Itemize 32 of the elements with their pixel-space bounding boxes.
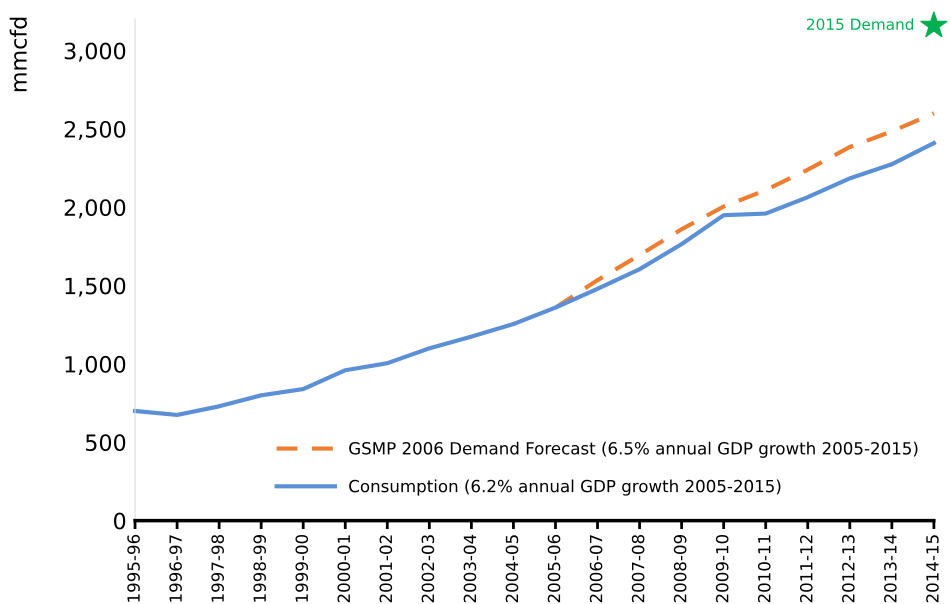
y-tick-label: 2,000 <box>64 199 126 218</box>
y-tick-label: 3,000 <box>64 42 126 62</box>
y-tick-label: 0 <box>114 512 126 530</box>
series-label: 2015 Demand <box>807 18 914 30</box>
legend-label: GSMP 2006 Demand Forecast (6.5% annual GDP growth 2005-2015) <box>349 442 918 458</box>
x-tick-label: 1998-99 <box>253 535 266 602</box>
x-tick-label: 1996-97 <box>169 535 182 602</box>
x-tick-label: 2000-01 <box>337 535 350 602</box>
x-tick-label: 2008-09 <box>674 535 686 602</box>
y-axis-title: mmcfd <box>10 18 27 92</box>
y-tick-label: 500 <box>86 434 126 452</box>
line-series <box>132 141 936 417</box>
x-tick-label: 2004-05 <box>506 535 518 602</box>
legend-label: Consumption (6.2% annual GDP growth 2005-2015) <box>349 479 780 496</box>
y-tick-label: 1,000 <box>66 356 126 376</box>
x-tick-label: 2006-07 <box>590 535 602 602</box>
y-tick-label: 1,500 <box>66 278 126 297</box>
x-tick-label: 2003-04 <box>464 534 476 602</box>
x-tick-label: 1999-00 <box>295 534 308 602</box>
x-tick-label: 2013-14 <box>884 534 897 602</box>
x-tick-label: 2002-03 <box>422 535 434 602</box>
x-tick-label: 1995-96 <box>127 534 140 602</box>
x-tick-label: 2005-06 <box>548 534 560 602</box>
x-tick-label: 2011-12 <box>800 536 813 602</box>
x-tick-label: 2012-13 <box>842 535 855 602</box>
x-tick-label: 2007-08 <box>632 534 644 602</box>
x-tick-label: 2010-11 <box>758 535 771 602</box>
y-tick-label: 2,500 <box>64 120 126 140</box>
x-tick-label: 1997-98 <box>211 534 224 602</box>
x-tick-label: 2001-02 <box>380 536 392 602</box>
x-tick-label: 2014-15 <box>926 535 939 602</box>
x-tick-label: 2009-10 <box>716 534 728 602</box>
